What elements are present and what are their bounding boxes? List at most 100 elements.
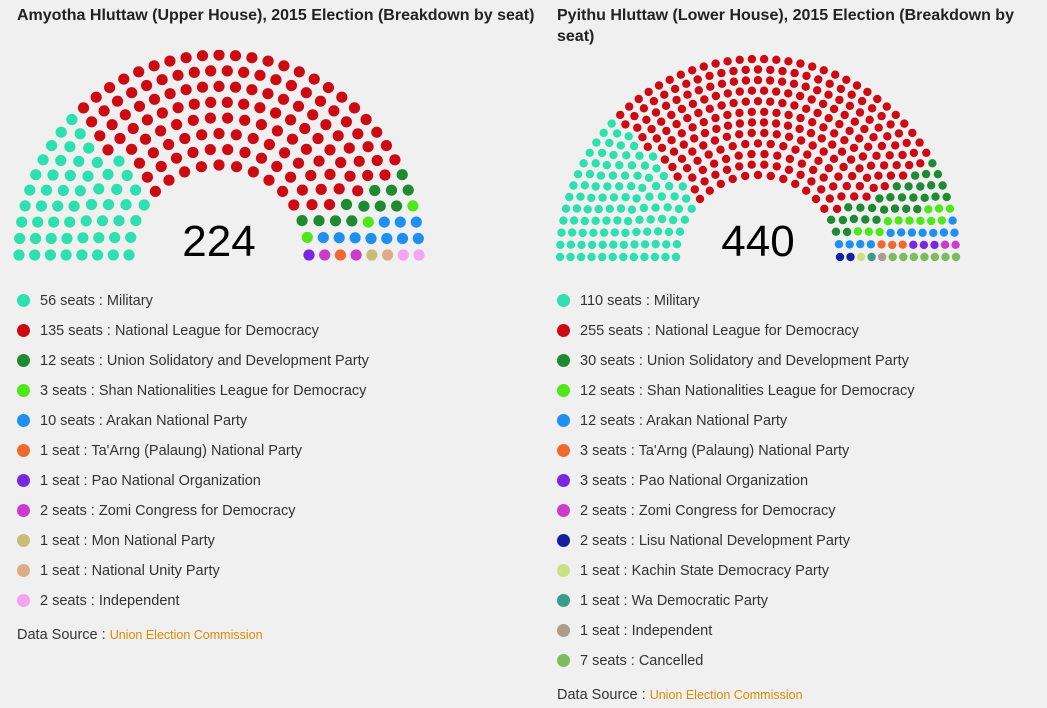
seat-dot-union-solidatory-and-development-party [920,193,929,202]
seat-dot-national-league-for-democracy [163,174,175,186]
seat-dot-zomi-congress-for-democracy [319,249,331,261]
seat-dot-military [674,204,684,214]
seat-dot-national-league-for-democracy [147,147,159,159]
seat-dot-military [662,240,671,249]
seat-dot-national-league-for-democracy [729,77,739,86]
seat-dot-national-league-for-democracy [634,94,643,104]
seat-dot-national-league-for-democracy [839,162,848,172]
seat-dot-ta-arng-palaung-national-party [334,249,346,261]
seat-dot-military [594,204,603,214]
legend-item-military: 110 seats : Military [557,292,915,322]
seat-dot-national-league-for-democracy [677,154,687,163]
seat-dot-national-league-for-democracy [885,151,894,160]
seat-dot-military [608,171,618,180]
seat-dot-national-league-for-democracy [660,90,669,99]
legend-swatch [17,354,30,367]
seat-dot-national-league-for-democracy [141,79,153,92]
seat-dot-shan-nationalities-league-for-democracy [407,200,419,212]
seat-dot-national-league-for-democracy [270,107,282,119]
seat-dot-military [111,183,123,195]
seat-dot-national-league-for-democracy [320,119,332,131]
seat-dot-military [672,240,682,249]
seat-dot-military [632,194,641,203]
seat-dot-union-solidatory-and-development-party [313,215,325,227]
seat-dot-union-solidatory-and-development-party [374,200,386,212]
legend-swatch [17,414,30,427]
seat-dot-national-league-for-democracy [379,169,391,181]
seat-dot-national-league-for-democracy [824,164,834,173]
seat-dot-national-league-for-democracy [806,128,816,138]
seat-dot-military [80,215,92,227]
seat-dot-national-league-for-democracy [802,71,811,81]
seat-dot-national-league-for-democracy [891,110,900,120]
seat-dot-ta-arng-palaung-national-party [877,240,886,249]
seat-dot-national-league-for-democracy [819,123,828,132]
seat-dot-national-league-for-democracy [811,194,821,204]
seat-dot-arakan-national-party [412,232,424,245]
seat-dot-military [82,170,94,182]
seat-dot-national-league-for-democracy [840,110,849,120]
seat-dot-kachin-state-democracy-party [856,252,866,262]
seat-dot-arakan-national-party [856,239,865,249]
seat-dot-arakan-national-party [929,228,938,238]
legend-swatch [17,474,30,487]
seat-dot-military [598,240,607,249]
seat-dot-national-league-for-democracy [155,125,167,137]
seat-dot-national-league-for-democracy [772,162,781,171]
seat-dot-military [102,199,115,211]
seat-dot-shan-nationalities-league-for-democracy [875,227,884,237]
seat-dot-national-league-for-democracy [657,143,667,153]
data-source-link[interactable]: Union Election Commission [649,688,803,702]
seat-dot-cancelled [951,252,961,262]
legend-label: 135 seats : National League for Democrac… [40,323,319,339]
seat-dot-military [587,252,596,262]
seat-dot-national-league-for-democracy [858,152,868,161]
seat-dot-national-league-for-democracy [315,183,327,195]
seat-dot-national-league-for-democracy [873,94,882,104]
data-source-link[interactable]: Union Election Commission [109,628,263,642]
seat-dot-union-solidatory-and-development-party [904,182,913,191]
seat-dot-shan-nationalities-league-for-democracy [883,217,893,226]
seat-dot-national-league-for-democracy [690,134,699,143]
seat-dot-national-league-for-democracy [677,104,687,114]
seat-dot-national-league-for-democracy [832,204,842,214]
legend-label: 30 seats : Union Solidatory and Developm… [580,353,909,369]
seat-dot-national-league-for-democracy [179,132,191,145]
seat-dot-national-league-for-democracy [779,142,788,151]
seat-dot-national-league-for-democracy [196,129,208,141]
legend-item-shan-nationalities-league-for-democracy: 3 seats : Shan Nationalities League for … [17,382,369,412]
seat-dot-ta-arng-palaung-national-party [888,240,897,250]
seat-dot-military [605,138,614,148]
seat-dot-national-league-for-democracy [837,147,847,156]
seat-dot-national-league-for-democracy [239,114,251,126]
seat-dot-national-league-for-democracy [835,119,844,129]
seat-dot-national-league-for-democracy [213,50,225,61]
seat-dot-military [93,183,105,195]
seat-dot-national-league-for-democracy [717,79,727,88]
seat-dot-national-league-for-democracy [840,136,849,145]
chart-title: Amyotha Hluttaw (Upper House), 2015 Elec… [17,7,535,24]
seat-dot-national-league-for-democracy [293,66,305,78]
seat-dot-national-league-for-democracy [830,129,839,138]
seat-dot-national-league-for-democracy [814,75,823,84]
seat-dot-national-league-for-democracy [741,171,750,181]
seat-dot-military [113,215,125,227]
seat-dot-national-league-for-democracy [180,52,192,64]
seat-dot-national-league-for-democracy [706,82,715,91]
seat-dot-national-league-for-democracy [728,142,737,151]
seat-dot-national-league-for-democracy [797,159,807,168]
seat-dot-national-league-for-democracy [693,75,702,84]
seat-dot-shan-nationalities-league-for-democracy [937,216,947,225]
seat-dot-military [645,192,654,201]
seat-dot-national-league-for-democracy [829,154,839,163]
seat-dot-national-league-for-democracy [766,97,775,106]
seat-dot-national-league-for-democracy [747,118,757,127]
seat-dot-national-league-for-democracy [683,114,692,123]
seat-dot-military [125,231,137,243]
seat-dot-cancelled [909,252,918,262]
seat-dot-national-league-for-democracy [753,170,763,180]
seat-dot-national-league-for-democracy [753,65,763,74]
seat-dot-military [123,249,135,261]
legend-label: 12 seats : Union Solidatory and Developm… [40,353,369,369]
seat-dot-cancelled [888,252,897,262]
